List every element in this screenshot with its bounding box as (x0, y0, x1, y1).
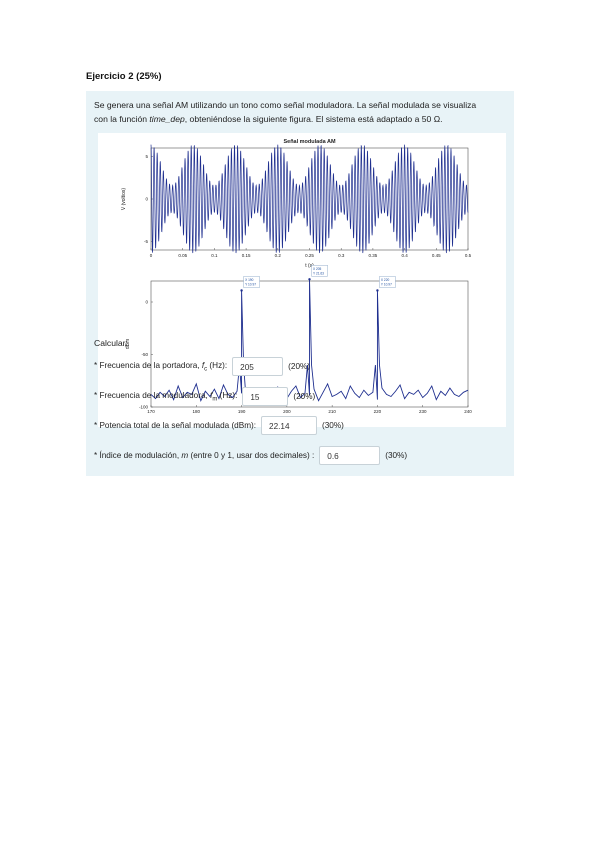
plot2-x-tick-label: 170 (147, 409, 155, 414)
plot1-y-tick-label: 5 (145, 154, 148, 159)
datatip-box (243, 276, 260, 288)
question-carrier-frequency: * Frecuencia de la portadora, fc (Hz): 2… (94, 357, 310, 376)
plot1-xlabel: t (s) (305, 263, 314, 269)
datatip-y: Y 10.97 (381, 282, 392, 286)
plot2-y-tick-label: -100 (139, 405, 149, 410)
datatip-x: X 220 (381, 278, 390, 282)
datatip-marker (376, 289, 379, 292)
datatip-box (379, 276, 396, 288)
plot1-x-tick-label: 0.5 (465, 253, 472, 258)
plot1-x-tick-label: 0.2 (275, 253, 282, 258)
statement-line-2b: , obteniéndose la siguiente figura. El s… (184, 114, 443, 124)
matlab-figure: Señal modulada AM t (s) V (voltios) 0 0.05 0.… (98, 133, 506, 427)
plot1-x-tick-label: 0.15 (242, 253, 251, 258)
plot1-x-tick-label: 0.05 (178, 253, 187, 258)
question-label: * Frecuencia de la portadora, fc (Hz): (94, 360, 228, 373)
calcular-label: Calcular: (94, 338, 128, 348)
question-modulating-frequency: * Frecuencia de la moduladora, fm (Hz): … (94, 387, 315, 406)
plot2-x-tick-label: 190 (238, 409, 246, 414)
question-label: * Índice de modulación, m (entre 0 y 1, … (94, 451, 315, 460)
am-waveform-line (150, 144, 469, 254)
plot1-x-tick-label: 0.35 (369, 253, 378, 258)
statement-line-2a: con la función (94, 114, 150, 124)
question-weight: (20%) (288, 362, 311, 371)
plot1-y-tick-label: -5 (144, 239, 148, 244)
datatip-marker (240, 289, 243, 292)
datatip-marker (308, 278, 311, 281)
question-modulation-index: * Índice de modulación, m (entre 0 y 1, … (94, 446, 407, 465)
plot2-x-tick-label: 200 (283, 409, 291, 414)
plot1-ylabel: V (voltios) (121, 188, 127, 211)
total-power-input[interactable]: 22.14 (261, 416, 318, 435)
plot2-y-tick-label: -50 (141, 352, 148, 357)
plot1-x-tick-label: 0.3 (338, 253, 345, 258)
question-weight: (30%) (385, 451, 408, 460)
function-name: time_dep (149, 114, 185, 124)
exercise-statement: Se genera una señal AM utilizando un ton… (94, 98, 508, 126)
plot1-x-tick-label: 0.4 (401, 253, 408, 258)
question-label: * Potencia total de la señal modulada (d… (94, 421, 257, 430)
plot1-x-tick-label: 0.45 (432, 253, 441, 258)
plot2-x-tick-label: 180 (193, 409, 201, 414)
plot1-x-tick-label: 0.1 (211, 253, 218, 258)
exercise-panel: Se genera una señal AM utilizando un ton… (86, 91, 514, 476)
plot2-x-tick-label: 230 (419, 409, 427, 414)
datatip-y: Y 10.97 (245, 282, 256, 286)
plot2-y-tick-label: 0 (145, 300, 148, 305)
plot1-y-tick-label: 0 (145, 197, 148, 202)
question-total-power: * Potencia total de la señal modulada (d… (94, 416, 344, 435)
datatip-box (311, 265, 328, 277)
plot2-x-tick-label: 210 (328, 409, 336, 414)
datatip-y: Y 21.63 (313, 271, 324, 275)
plot2-x-tick-label: 220 (374, 409, 382, 414)
plot1-title: Señal modulada AM (283, 139, 335, 145)
statement-line-1: Se genera una señal AM utilizando un ton… (94, 100, 477, 110)
figure-svg: Señal modulada AM t (s) V (voltios) 0 0.05 0.… (121, 139, 472, 422)
plot1-x-tick-label: 0 (150, 253, 153, 258)
question-weight: (30%) (322, 421, 344, 430)
exercise-title: Ejercicio 2 (25%) (86, 71, 162, 82)
datatip-x: X 190 (245, 278, 254, 282)
spectrum-line (150, 279, 469, 404)
modulating-frequency-input[interactable]: 15 (242, 387, 289, 406)
carrier-frequency-input[interactable]: 205 (232, 357, 284, 376)
question-label: * Frecuencia de la moduladora, fm (Hz): (94, 390, 238, 403)
question-weight: (20%) (293, 392, 316, 401)
datatip-x: X 205 (313, 267, 322, 271)
plot1-x-tick-label: 0.25 (305, 253, 314, 258)
plot2-ylabel: dBm (125, 339, 131, 349)
plot2-x-tick-label: 240 (464, 409, 472, 414)
modulation-index-input[interactable]: 0.6 (319, 446, 381, 465)
